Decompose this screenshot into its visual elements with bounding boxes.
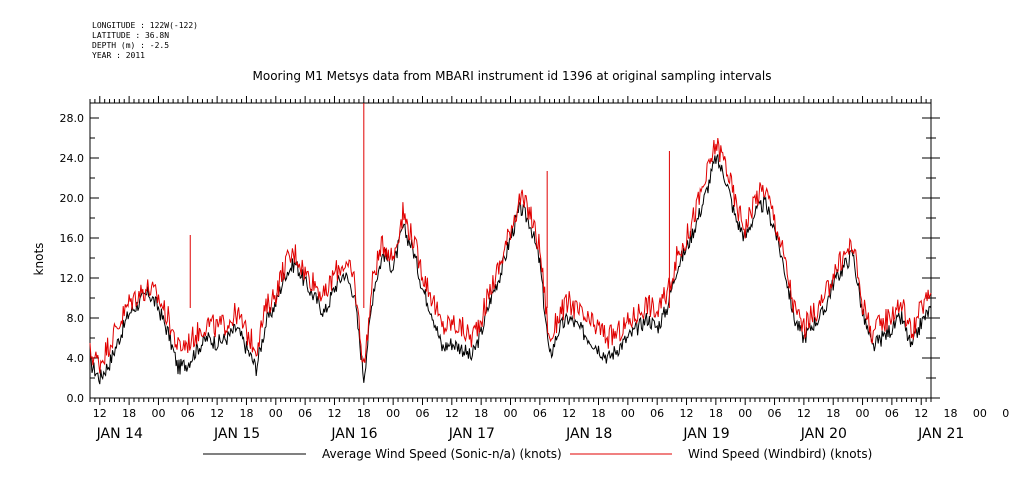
latitude-label: LATITUDE : 36.8N (92, 31, 170, 40)
x-tick-label: 00 (738, 407, 752, 420)
y-tick-label: 4.0 (67, 352, 85, 365)
x-tick-label: 06 (181, 407, 195, 420)
series-line-0 (89, 154, 932, 385)
y-axis-label: knots (32, 243, 46, 276)
x-day-label: JAN 17 (448, 426, 495, 442)
x-tick-label: 18 (592, 407, 606, 420)
x-tick-label: 06 (650, 407, 664, 420)
x-axis: 12 18 00 06 12 18 00 06 12 18 00 06 12 18 00 06 12 18 00 06… (89, 96, 1009, 442)
x-tick-label: 18 (122, 407, 136, 420)
x-day-label: JAN 20 (800, 426, 847, 442)
x-tick-label: 06 (768, 407, 782, 420)
x-tick-label: 12 (93, 407, 107, 420)
x-tick-label: 12 (914, 407, 928, 420)
x-tick-label: 06 (885, 407, 899, 420)
x-day-label: JAN 14 (96, 426, 143, 442)
series-line-1 (89, 138, 932, 374)
chart-title: Mooring M1 Metsys data from MBARI instru… (253, 69, 772, 83)
x-tick-label: 06 (533, 407, 547, 420)
x-tick-label: 00 (973, 407, 987, 420)
y-tick-label: 8.0 (67, 312, 85, 325)
y-tick-label: 12.0 (60, 272, 85, 285)
series-layer (89, 103, 932, 385)
year-label: YEAR : 2011 (92, 51, 145, 60)
legend: Average Wind Speed (Sonic-n/a) (knots) W… (203, 447, 872, 461)
x-tick-label: 00 (856, 407, 870, 420)
x-day-label: JAN 21 (917, 426, 964, 442)
metadata-block: LONGITUDE : 122W(-122) LATITUDE : 36.8N … (92, 21, 198, 61)
longitude-label: LONGITUDE : 122W(-122) (92, 21, 198, 30)
x-tick-label: 18 (826, 407, 840, 420)
x-tick-label: 06 (298, 407, 312, 420)
x-day-label: JAN 18 (565, 426, 612, 442)
x-tick-label: 00 (151, 407, 165, 420)
x-tick-label: 12 (327, 407, 341, 420)
x-tick-label: 12 (210, 407, 224, 420)
x-tick-label: 18 (474, 407, 488, 420)
x-day-label: JAN 19 (682, 426, 729, 442)
x-tick-label: 18 (357, 407, 371, 420)
y-tick-label: 20.0 (60, 192, 85, 205)
legend-label-windbird: Wind Speed (Windbird) (knots) (688, 447, 872, 461)
x-tick-label: 00 (621, 407, 635, 420)
x-tick-label: 18 (709, 407, 723, 420)
x-tick-label: 18 (944, 407, 958, 420)
x-day-label: JAN 16 (330, 426, 377, 442)
x-tick-label: 00 (269, 407, 283, 420)
y-axis: 0.0 4.0 8.0 12.0 16.0 20.0 24.0 28.0 (60, 112, 940, 405)
legend-label-average: Average Wind Speed (Sonic-n/a) (knots) (322, 447, 562, 461)
x-tick-label: 00 (504, 407, 518, 420)
x-day-label: JAN 15 (213, 426, 260, 442)
x-tick-label: 12 (445, 407, 459, 420)
x-tick-label: 06 (1002, 407, 1009, 420)
y-tick-label: 28.0 (60, 112, 85, 125)
x-tick-label: 06 (415, 407, 429, 420)
x-tick-label: 00 (386, 407, 400, 420)
depth-label: DEPTH (m) : -2.5 (92, 41, 170, 50)
y-tick-label: 0.0 (67, 392, 85, 405)
x-tick-label: 18 (239, 407, 253, 420)
x-tick-label: 12 (562, 407, 576, 420)
y-tick-label: 16.0 (60, 232, 85, 245)
x-tick-label: 12 (797, 407, 811, 420)
plot-frame (89, 102, 932, 399)
y-tick-label: 24.0 (60, 152, 85, 165)
x-tick-label: 12 (680, 407, 694, 420)
